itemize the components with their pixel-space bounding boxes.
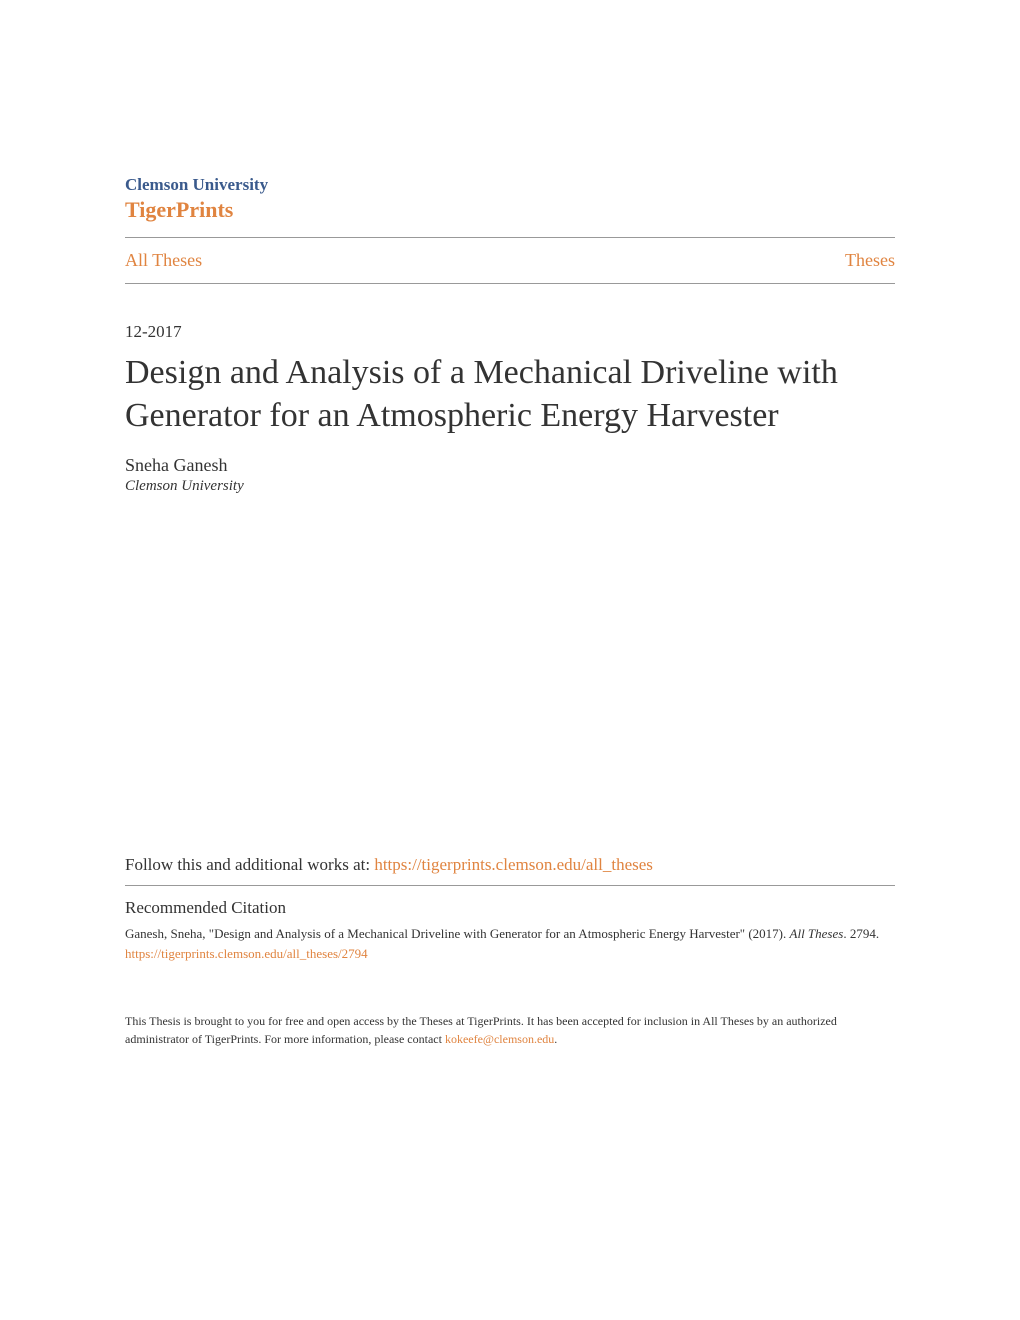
footer-contact-link[interactable]: kokeefe@clemson.edu [445, 1032, 554, 1046]
citation-text-italic: All Theses [790, 926, 844, 941]
footer-text: This Thesis is brought to you for free a… [125, 1012, 895, 1048]
author-affiliation: Clemson University [125, 478, 895, 495]
citation-body: Ganesh, Sneha, "Design and Analysis of a… [125, 924, 895, 944]
footer-text-2: . [554, 1032, 557, 1046]
citation-text-1: Ganesh, Sneha, "Design and Analysis of a… [125, 926, 790, 941]
nav-row: All Theses Theses [125, 238, 895, 283]
page-container: Clemson University TigerPrints All These… [0, 0, 1020, 1148]
author-name: Sneha Ganesh [125, 455, 895, 476]
follow-link[interactable]: https://tigerprints.clemson.edu/all_thes… [374, 855, 653, 874]
header-block: Clemson University TigerPrints [125, 175, 895, 223]
follow-section: Follow this and additional works at: htt… [125, 855, 895, 875]
publication-date: 12-2017 [125, 322, 895, 342]
divider-nav [125, 283, 895, 284]
citation-section: Recommended Citation Ganesh, Sneha, "Des… [125, 898, 895, 962]
all-theses-link[interactable]: All Theses [125, 250, 202, 271]
paper-title: Design and Analysis of a Mechanical Driv… [125, 352, 895, 437]
divider-follow [125, 885, 895, 886]
institution-name: Clemson University [125, 175, 895, 195]
follow-prefix: Follow this and additional works at: [125, 855, 374, 874]
citation-link[interactable]: https://tigerprints.clemson.edu/all_thes… [125, 946, 895, 962]
repository-name: TigerPrints [125, 197, 895, 223]
citation-text-2: . 2794. [843, 926, 879, 941]
theses-link[interactable]: Theses [845, 250, 895, 271]
citation-heading: Recommended Citation [125, 898, 895, 918]
